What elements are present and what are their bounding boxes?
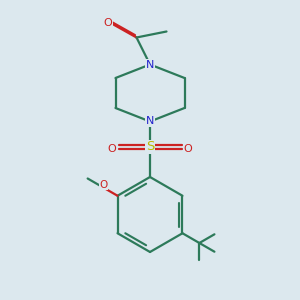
Text: N: N [146,116,154,127]
Text: O: O [184,143,193,154]
Text: O: O [103,17,112,28]
Text: S: S [146,140,154,154]
Text: N: N [146,59,154,70]
Text: O: O [99,180,108,190]
Text: O: O [107,143,116,154]
